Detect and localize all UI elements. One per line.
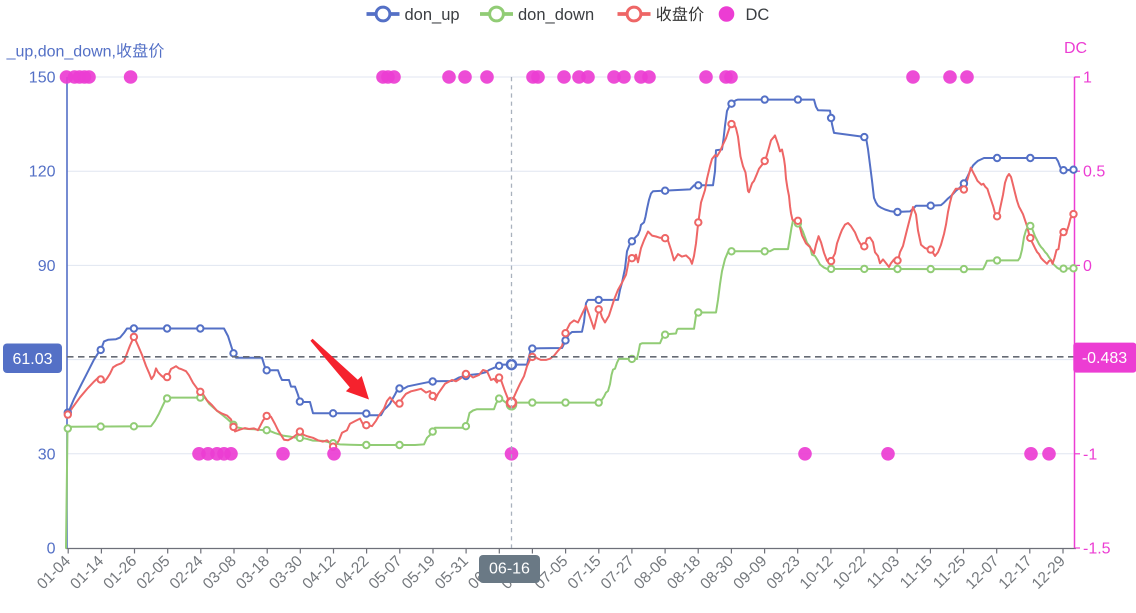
- svg-text:DC: DC: [1064, 40, 1087, 57]
- svg-text:0.5: 0.5: [1083, 164, 1105, 181]
- svg-text:0: 0: [1083, 258, 1092, 275]
- svg-text:-1.5: -1.5: [1083, 541, 1111, 558]
- svg-text:61.03: 61.03: [12, 351, 52, 368]
- svg-text:90: 90: [38, 258, 56, 275]
- svg-text:DC: DC: [746, 6, 770, 24]
- svg-text:don_up: don_up: [405, 6, 460, 24]
- svg-text:-0.483: -0.483: [1082, 350, 1127, 367]
- svg-text:120: 120: [29, 164, 56, 181]
- svg-text:-1: -1: [1083, 446, 1097, 463]
- svg-text:don_down: don_down: [518, 6, 594, 24]
- svg-text:1: 1: [1083, 70, 1092, 87]
- svg-text:0: 0: [47, 541, 56, 558]
- svg-text:30: 30: [38, 446, 56, 463]
- svg-text:06-16: 06-16: [489, 561, 530, 578]
- svg-text:_up,don_down,: _up,don_down,: [6, 44, 116, 61]
- svg-text:150: 150: [29, 70, 56, 87]
